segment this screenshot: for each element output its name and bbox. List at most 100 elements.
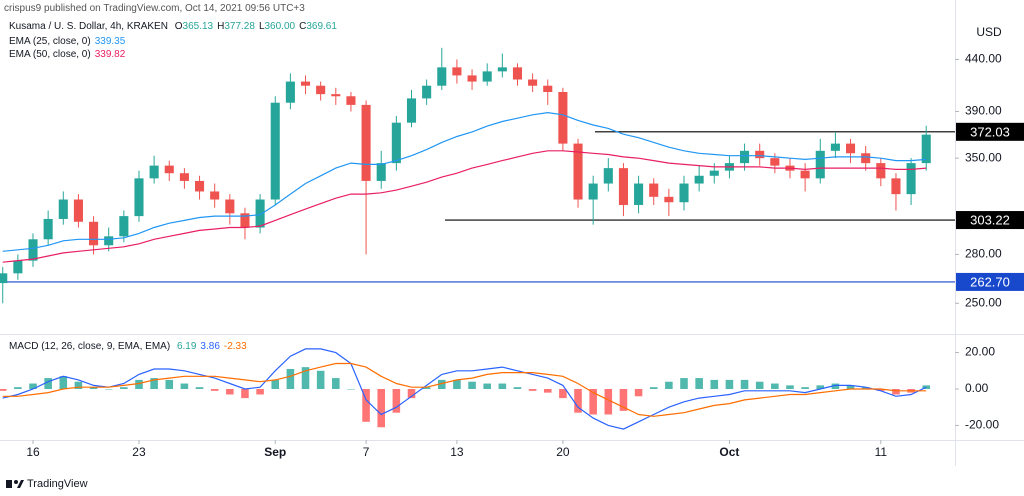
macd-histogram-bar xyxy=(816,385,825,389)
ohlc-key: O xyxy=(174,21,183,32)
candle-body xyxy=(195,180,205,192)
candle-body xyxy=(528,79,538,86)
brand: TradingView xyxy=(27,478,88,490)
candle-body xyxy=(618,168,628,205)
macd-histogram-bar xyxy=(14,387,22,389)
y-tick-label: 440.00 xyxy=(965,52,1002,66)
macd-histogram-bar xyxy=(44,378,52,389)
macd-histogram-bar xyxy=(786,385,794,389)
tv-logo xyxy=(6,480,24,488)
macd-histogram-bar xyxy=(634,389,643,397)
candle-body xyxy=(179,173,189,181)
macd-histogram-bar xyxy=(29,383,37,389)
candle-body xyxy=(452,67,462,76)
macd-histogram-bar xyxy=(665,381,673,389)
price-level-label: 262.70 xyxy=(970,274,1010,289)
macd-histogram-bar xyxy=(528,389,537,391)
macd-histogram-bar xyxy=(498,383,507,389)
candle-body xyxy=(603,168,613,184)
candle-body xyxy=(89,221,99,246)
ema-name: EMA (25, close, 0) xyxy=(9,36,91,47)
macd-histogram-bar xyxy=(332,378,340,389)
ema-value: 339.35 xyxy=(94,36,126,47)
ohlc-value: 365.13 xyxy=(182,21,214,32)
candle-body xyxy=(104,236,114,246)
x-tick-label: 7 xyxy=(363,445,370,459)
candle-body xyxy=(497,67,507,72)
y-tick-label: 20.00 xyxy=(965,345,995,359)
price-level-label: 303.22 xyxy=(970,212,1010,227)
candle-body xyxy=(588,183,598,200)
x-tick-label: 13 xyxy=(450,445,464,459)
candle-body xyxy=(482,71,492,82)
symbol-title: Kusama / U. S. Dollar, 4h, KRAKEN xyxy=(9,21,168,32)
macd-histogram-bar xyxy=(877,389,885,391)
candle-body xyxy=(119,216,129,237)
macd-title: MACD (12, 26, close, 9, EMA, EMA) xyxy=(9,341,171,352)
candle-body xyxy=(861,153,871,164)
macd-histogram-bar xyxy=(271,379,280,389)
candle-body xyxy=(543,85,553,93)
candle-body xyxy=(300,81,311,86)
candle-body xyxy=(649,183,659,197)
macd-histogram-bar xyxy=(74,381,83,389)
macd-histogram-bar xyxy=(241,389,249,399)
macd-histogram-bar xyxy=(210,389,219,391)
candle-body xyxy=(679,183,689,203)
candle-body xyxy=(210,191,220,200)
candle-body xyxy=(422,85,432,99)
x-tick-label: 23 xyxy=(132,445,146,459)
ohlc-key: L xyxy=(258,21,265,32)
macd-histogram-bar xyxy=(589,389,597,415)
candle-body xyxy=(149,165,159,179)
candle-body xyxy=(391,122,401,164)
macd-histogram-bar xyxy=(165,379,174,389)
candle-body xyxy=(664,196,674,203)
macd-histogram-bar xyxy=(710,379,719,389)
macd-histogram-bar xyxy=(89,387,98,389)
candle-body xyxy=(13,260,23,274)
macd-histogram-bar xyxy=(256,389,264,395)
price-level-tag xyxy=(956,272,1024,291)
macd-histogram-bar xyxy=(422,387,431,389)
candle-body xyxy=(43,218,53,240)
candle-body xyxy=(73,199,83,222)
macd-histogram-bar xyxy=(120,387,128,389)
candle-body xyxy=(512,67,523,80)
candle-body xyxy=(694,175,704,184)
macd-histogram-bar xyxy=(347,389,355,390)
macd-histogram-bar xyxy=(604,389,613,415)
ohlc-value: 377.28 xyxy=(224,21,255,32)
price-level-tag xyxy=(956,122,1024,141)
price-level-label: 372.03 xyxy=(970,124,1010,139)
candle-body xyxy=(770,158,780,166)
candle-body xyxy=(634,183,644,205)
macd-histogram-bar xyxy=(437,379,446,389)
macd-histogram-bar xyxy=(104,389,113,390)
candle-body xyxy=(255,199,265,228)
candle-body xyxy=(270,102,280,200)
logo-part xyxy=(14,480,18,484)
candle-body xyxy=(134,178,144,217)
y-tick-label: -20.00 xyxy=(965,418,999,432)
candle-body xyxy=(437,67,447,86)
candle-body xyxy=(845,143,856,154)
macd-histogram-bar xyxy=(392,389,401,413)
macd-histogram-bar xyxy=(922,385,931,389)
candle-body xyxy=(815,150,825,179)
ema-name: EMA (50, close, 0) xyxy=(9,49,91,60)
macd-histogram-bar xyxy=(468,381,476,389)
logo-part xyxy=(17,480,24,488)
macd-histogram-bar xyxy=(740,379,749,389)
macd-histogram-bar xyxy=(483,383,491,389)
ohlc-value: 360.00 xyxy=(264,21,296,32)
ema-legend: EMA (25, close, 0) 339.35 xyxy=(9,36,129,47)
macd-histogram-bar xyxy=(680,378,688,389)
candle-body xyxy=(467,75,477,82)
y-tick-label: 0.00 xyxy=(965,381,989,395)
macd-value: 3.86 xyxy=(200,341,220,352)
candle-body xyxy=(709,170,719,176)
macd-histogram-bar xyxy=(574,389,582,413)
candle-body xyxy=(800,170,810,179)
